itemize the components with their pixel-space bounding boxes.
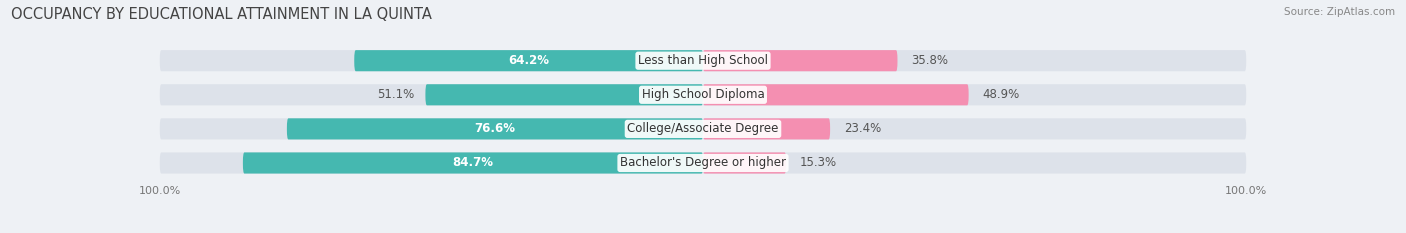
FancyBboxPatch shape <box>703 118 830 140</box>
Text: High School Diploma: High School Diploma <box>641 88 765 101</box>
FancyBboxPatch shape <box>160 84 1246 105</box>
Text: 84.7%: 84.7% <box>453 157 494 169</box>
FancyBboxPatch shape <box>703 84 969 105</box>
Text: 51.1%: 51.1% <box>377 88 415 101</box>
Text: 76.6%: 76.6% <box>474 122 516 135</box>
FancyBboxPatch shape <box>243 152 703 174</box>
Text: Source: ZipAtlas.com: Source: ZipAtlas.com <box>1284 7 1395 17</box>
FancyBboxPatch shape <box>703 152 786 174</box>
Text: 48.9%: 48.9% <box>983 88 1019 101</box>
Text: 64.2%: 64.2% <box>508 54 550 67</box>
Text: OCCUPANCY BY EDUCATIONAL ATTAINMENT IN LA QUINTA: OCCUPANCY BY EDUCATIONAL ATTAINMENT IN L… <box>11 7 432 22</box>
FancyBboxPatch shape <box>287 118 703 140</box>
Text: 15.3%: 15.3% <box>800 157 837 169</box>
Text: Bachelor's Degree or higher: Bachelor's Degree or higher <box>620 157 786 169</box>
Text: College/Associate Degree: College/Associate Degree <box>627 122 779 135</box>
Text: Less than High School: Less than High School <box>638 54 768 67</box>
FancyBboxPatch shape <box>703 50 897 71</box>
FancyBboxPatch shape <box>160 118 1246 140</box>
FancyBboxPatch shape <box>160 152 1246 174</box>
FancyBboxPatch shape <box>354 50 703 71</box>
Text: 23.4%: 23.4% <box>844 122 882 135</box>
Text: 35.8%: 35.8% <box>911 54 948 67</box>
FancyBboxPatch shape <box>426 84 703 105</box>
FancyBboxPatch shape <box>160 50 1246 71</box>
